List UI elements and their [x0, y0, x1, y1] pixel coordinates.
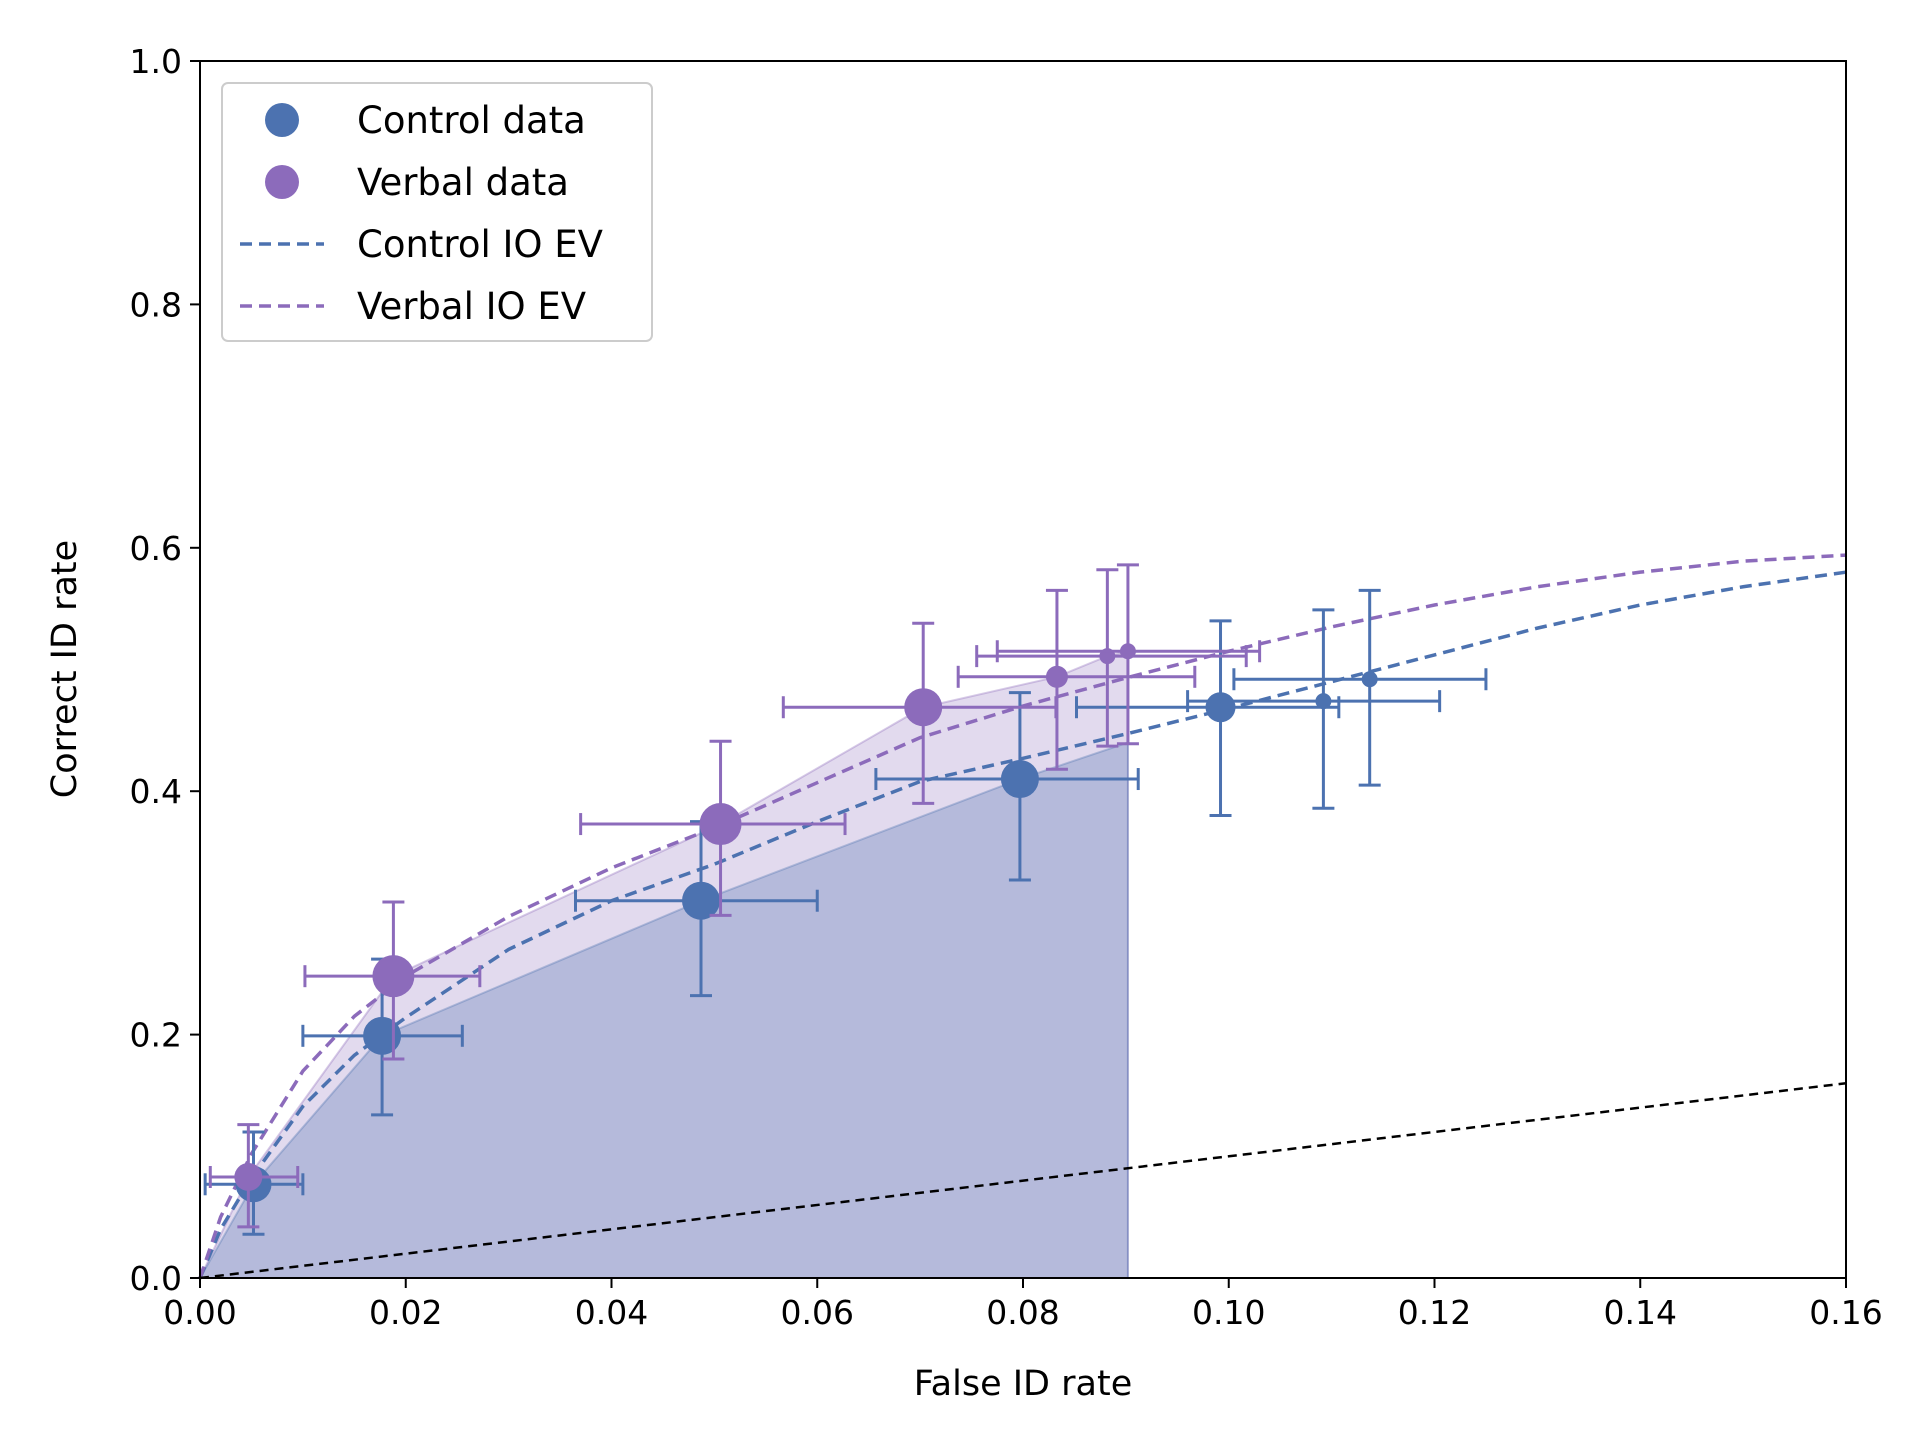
data-point: [1119, 643, 1136, 660]
data-point: [372, 955, 415, 998]
y-tick-label: 0.2: [130, 1016, 182, 1055]
legend-label: Verbal IO EV: [357, 285, 586, 328]
series-verbal-data: [208, 563, 1262, 1229]
data-point: [234, 1162, 263, 1191]
y-tick-label: 0.4: [130, 772, 182, 811]
y-tick-label: 1.0: [130, 42, 182, 81]
y-tick-label: 0.6: [130, 529, 182, 568]
y-tick-label: 0.8: [130, 285, 182, 324]
x-tick-label: 0.14: [1604, 1293, 1677, 1332]
x-tick-label: 0.02: [369, 1293, 442, 1332]
x-tick-label: 0.16: [1809, 1293, 1882, 1332]
shaded-area-0: [198, 649, 1129, 1279]
legend-label: Verbal data: [357, 161, 569, 204]
y-tick-label: 0.0: [130, 1259, 182, 1298]
x-tick-label: 0.08: [986, 1293, 1059, 1332]
x-tick-label: 0.04: [575, 1293, 648, 1332]
legend-marker: [265, 165, 299, 199]
curve-control-io-ev: [198, 570, 1847, 1279]
legend-item-control-io-ev: Control IO EV: [240, 223, 603, 266]
legend-marker: [265, 103, 299, 137]
legend-item-verbal-io-ev: Verbal IO EV: [240, 285, 586, 328]
x-tick-label: 0.00: [163, 1293, 236, 1332]
data-point: [1045, 665, 1068, 688]
legend-item-control-data: Control data: [265, 99, 586, 142]
data-point: [1000, 760, 1039, 799]
data-point: [1315, 693, 1332, 710]
data-point: [1361, 671, 1378, 688]
error-bar: [1232, 588, 1488, 787]
shaded-area-1: [198, 741, 1129, 1279]
x-tick-label: 0.06: [781, 1293, 854, 1332]
y-axis: 0.0 0.2 0.4 0.6 0.8 1.0: [130, 42, 200, 1298]
data-point: [363, 1016, 402, 1055]
legend-box: [221, 82, 653, 342]
x-tick-label: 0.10: [1192, 1293, 1265, 1332]
data-point: [699, 803, 742, 846]
data-point: [904, 688, 943, 727]
plot-area: [198, 553, 1847, 1280]
legend-item-verbal-data: Verbal data: [265, 161, 569, 204]
data-point: [682, 881, 721, 920]
data-point: [1205, 692, 1236, 723]
x-tick-label: 0.12: [1398, 1293, 1471, 1332]
legend-label: Control data: [357, 99, 586, 142]
y-axis-label: Correct ID rate: [45, 540, 85, 798]
legend: Control data Verbal data Control IO EV Verb…: [221, 82, 653, 342]
curve-chance: [199, 1082, 1847, 1280]
x-axis-label: False ID rate: [914, 1364, 1132, 1404]
curve-verbal-io-ev: [198, 553, 1847, 1279]
legend-label: Control IO EV: [357, 223, 603, 266]
x-axis: 0.00 0.02 0.04 0.06 0.08 0.10 0.12 0.14 0.16: [163, 1278, 1883, 1332]
